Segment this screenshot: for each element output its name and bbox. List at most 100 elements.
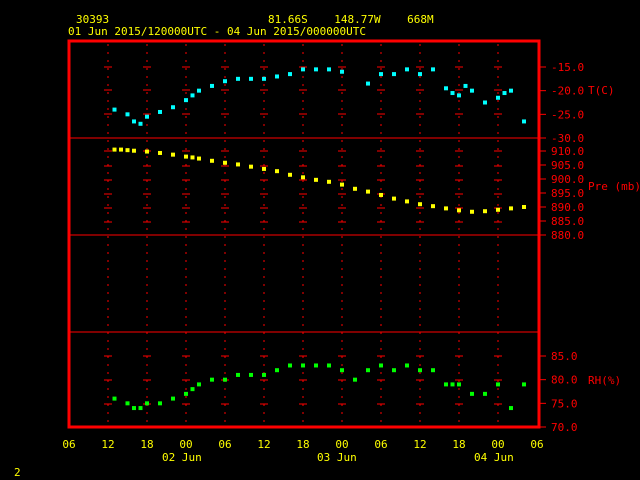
humidity-point xyxy=(509,406,513,411)
pressure-point xyxy=(483,209,487,214)
x-tick-label: 00 xyxy=(179,438,192,451)
temperature-point xyxy=(223,79,227,84)
temperature-point xyxy=(418,72,422,77)
pressure-point xyxy=(301,175,305,180)
temperature-point xyxy=(327,67,331,72)
pressure-point xyxy=(197,156,201,161)
pressure-point xyxy=(366,189,370,194)
date-label: 04 Jun xyxy=(474,451,514,464)
humidity-point xyxy=(190,387,195,392)
pressure-point xyxy=(405,199,409,204)
humidity-point xyxy=(450,382,455,387)
humidity-point xyxy=(171,396,175,401)
pressure-point xyxy=(496,207,500,212)
temperature-point xyxy=(125,112,130,117)
humidity-point xyxy=(158,401,162,406)
pressure-point xyxy=(509,206,513,211)
pressure-point xyxy=(327,179,331,184)
temperature-point xyxy=(405,67,409,72)
temperature-point xyxy=(288,72,292,77)
y-tick-label: -25.0 xyxy=(551,108,584,121)
pressure-point xyxy=(418,202,422,207)
y-tick-label: 880.0 xyxy=(551,229,584,242)
humidity-point xyxy=(470,391,474,396)
y-tick-label: 80.0 xyxy=(551,374,578,387)
temperature-point xyxy=(366,81,370,86)
humidity-point xyxy=(392,368,396,373)
x-tick-label: 18 xyxy=(452,438,465,451)
y-tick-label: 75.0 xyxy=(551,397,578,410)
temperature-ylabel: T(C) xyxy=(588,84,615,97)
humidity-point xyxy=(288,363,292,368)
x-tick-label: 06 xyxy=(218,438,231,451)
temperature-point xyxy=(262,76,266,81)
y-tick-label: 885.0 xyxy=(551,215,584,228)
pressure-point xyxy=(184,154,188,159)
y-tick-label: 895.0 xyxy=(551,187,584,200)
temperature-point xyxy=(249,76,253,81)
temperature-point xyxy=(138,121,143,126)
temperature-point xyxy=(496,95,500,100)
humidity-point xyxy=(379,363,383,368)
station-id: 30393 xyxy=(76,13,109,26)
temperature-point xyxy=(190,93,195,98)
pressure-point xyxy=(457,208,461,213)
humidity-point xyxy=(314,363,318,368)
x-tick-label: 12 xyxy=(413,438,426,451)
pressure-point xyxy=(249,164,253,169)
x-tick-label: 00 xyxy=(335,438,348,451)
humidity-point xyxy=(353,377,357,382)
temperature-point xyxy=(457,93,461,98)
pressure-point xyxy=(353,186,357,191)
humidity-point xyxy=(210,377,214,382)
temperature-point xyxy=(236,76,240,81)
humidity-point xyxy=(340,368,344,373)
humidity-point xyxy=(184,391,188,396)
temperature-point xyxy=(392,72,396,77)
temperature-point xyxy=(431,67,435,72)
humidity-point xyxy=(132,406,136,411)
temperature-point xyxy=(509,88,513,93)
humidity-point xyxy=(405,363,409,368)
x-tick-label: 06 xyxy=(374,438,387,451)
humidity-point xyxy=(418,368,422,373)
humidity-point xyxy=(444,382,448,387)
date-label: 02 Jun xyxy=(162,451,202,464)
humidity-point xyxy=(138,406,143,411)
pressure-point xyxy=(444,206,448,211)
humidity-point xyxy=(457,382,461,387)
pressure-point xyxy=(470,209,474,214)
temperature-point xyxy=(210,83,214,88)
y-tick-label: 900.0 xyxy=(551,173,584,186)
pressure-ylabel: Pre (mb) xyxy=(588,180,640,193)
humidity-point xyxy=(366,368,370,373)
humidity-point xyxy=(249,372,253,377)
y-tick-label: -20.0 xyxy=(551,85,584,98)
temperature-point xyxy=(112,107,117,112)
humidity-point xyxy=(431,368,435,373)
humidity-point xyxy=(496,382,500,387)
page-number: 2 xyxy=(14,466,21,479)
pressure-point xyxy=(340,182,344,187)
pressure-point xyxy=(314,177,318,182)
temperature-point xyxy=(522,119,526,124)
y-tick-label: 890.0 xyxy=(551,201,584,214)
temperature-point xyxy=(314,67,318,72)
humidity-point xyxy=(236,372,240,377)
pressure-point xyxy=(190,155,195,160)
humidity-point xyxy=(223,377,227,382)
humidity-point xyxy=(197,382,201,387)
temperature-point xyxy=(483,100,487,105)
x-tick-label: 18 xyxy=(296,438,309,451)
x-tick-label: 12 xyxy=(257,438,270,451)
humidity-point xyxy=(327,363,331,368)
humidity-point xyxy=(483,391,487,396)
x-tick-label: 06 xyxy=(530,438,543,451)
pressure-point xyxy=(522,205,526,209)
humidity-point xyxy=(125,401,130,406)
y-tick-label: 905.0 xyxy=(551,159,584,172)
pressure-point xyxy=(112,147,117,152)
date-label: 03 Jun xyxy=(317,451,357,464)
humidity-ylabel: RH(%) xyxy=(588,374,621,387)
